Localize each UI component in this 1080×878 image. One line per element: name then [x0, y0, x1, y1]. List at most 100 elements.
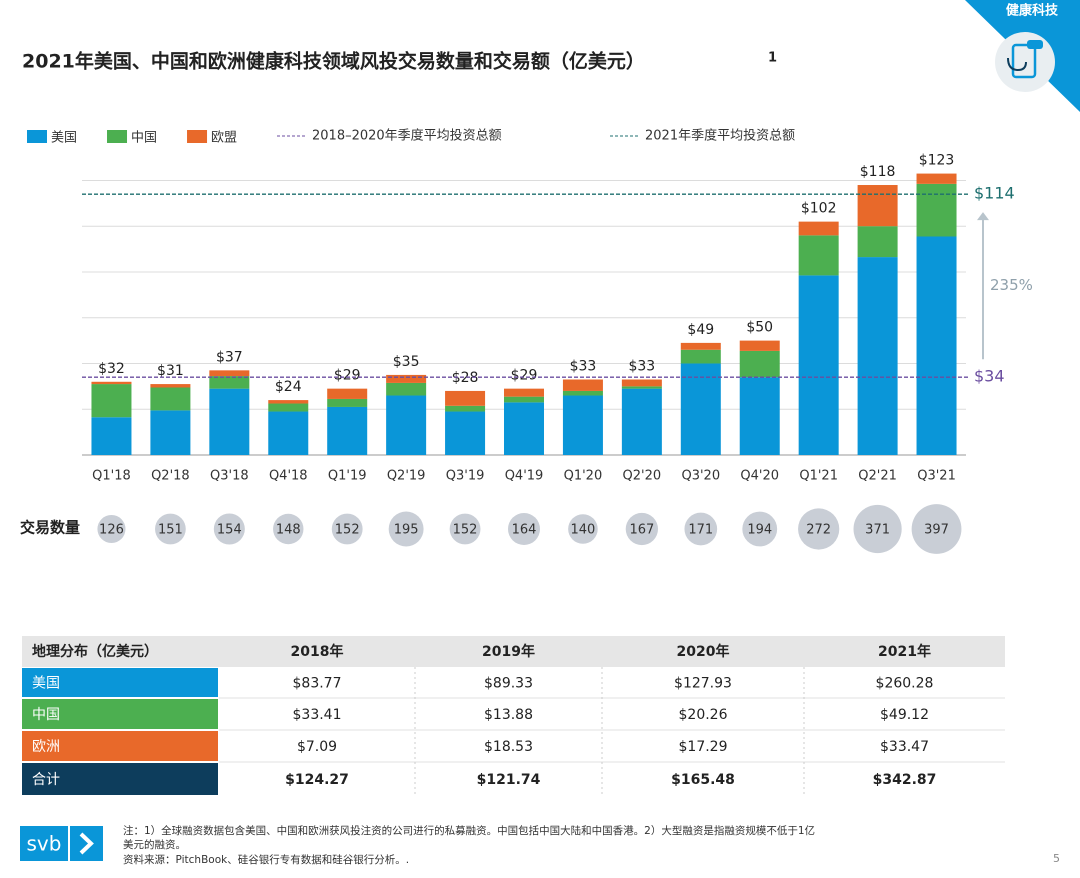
deal-count-label: 371 [865, 523, 890, 538]
table-cell: 中国 [32, 707, 60, 723]
x-tick-label: Q4'19 [505, 469, 544, 484]
table-cell: 欧洲 [32, 739, 60, 755]
bar-segment [150, 387, 191, 411]
bar-segment [268, 403, 309, 412]
deal-count-label: 194 [747, 523, 772, 538]
total-label: $33 [628, 358, 655, 374]
bar-segment [916, 173, 957, 184]
deal-count-label: 126 [99, 523, 124, 538]
deal-count-bubble [911, 504, 962, 554]
title-note: 1 [768, 51, 777, 66]
icon-stethoscope [1007, 57, 1027, 72]
bar-segment [209, 376, 250, 389]
bar-segment [857, 226, 898, 258]
legend-label: 美国 [51, 131, 77, 146]
table-cell: $127.93 [674, 676, 732, 692]
reference-label: $34 [974, 367, 1005, 386]
deal-count-bubble [449, 513, 481, 545]
bar-segment [621, 388, 662, 455]
deal-count-label: 397 [924, 523, 949, 538]
deal-count-label: 154 [217, 523, 242, 538]
table-cell: $33.41 [293, 707, 342, 723]
total-label: $24 [275, 379, 302, 395]
table-cell: $124.27 [285, 772, 349, 788]
table-cell: $342.87 [873, 772, 937, 788]
bar-segment [209, 388, 250, 455]
x-tick-label: Q2'20 [623, 469, 662, 484]
total-label: $118 [860, 164, 896, 180]
bar-segment [798, 221, 839, 236]
chart-title: 2021年美国、中国和欧洲健康科技领域风投交易数量和交易额（亿美元） [22, 50, 645, 73]
deal-count-label: 195 [394, 523, 419, 538]
bar-segment [739, 340, 780, 351]
bar-segment [798, 275, 839, 455]
x-tick-label: Q4'20 [740, 469, 779, 484]
deal-count-bubble [742, 511, 778, 547]
total-label: $32 [98, 361, 125, 377]
icon-bubble [1027, 40, 1043, 49]
deal-count-bubble [625, 512, 659, 546]
deal-count-bubble [331, 513, 363, 545]
bar-segment [445, 390, 486, 406]
bar-segment [150, 384, 191, 388]
bar-segment [562, 395, 603, 455]
bar-segment [91, 384, 132, 418]
deal-count-label: 152 [453, 523, 478, 538]
bar-segment [327, 406, 368, 455]
total-label: $28 [452, 370, 479, 386]
total-label: $33 [570, 358, 597, 374]
section-tag: 健康科技 [1006, 3, 1059, 19]
bar-segment [621, 379, 662, 387]
table-cell: $49.12 [880, 707, 929, 723]
x-tick-label: Q3'21 [917, 469, 956, 484]
table-cell: 美国 [32, 676, 60, 692]
bar-segment [916, 183, 957, 237]
deal-count-bubble [97, 514, 126, 544]
total-label: $123 [919, 153, 955, 169]
x-tick-label: Q2'19 [387, 469, 426, 484]
deal-count-label: 167 [629, 523, 654, 538]
icon-phone [1011, 43, 1037, 79]
deal-count-bubble [213, 513, 245, 545]
total-label: $49 [687, 322, 714, 338]
bar-segment [445, 405, 486, 412]
bar-segment [798, 235, 839, 276]
deal-count-label: 171 [688, 523, 713, 538]
bar-segment [91, 381, 132, 385]
total-label: $50 [746, 320, 773, 336]
bar-segment [504, 388, 544, 397]
total-label: $31 [157, 363, 184, 379]
table-cell: $13.88 [484, 707, 533, 723]
total-label: $37 [216, 349, 243, 365]
bar-segment [386, 382, 427, 396]
legend-swatch [187, 130, 208, 143]
bar-segment [386, 395, 427, 455]
total-label: $29 [334, 368, 361, 384]
deal-count-bubble [798, 508, 840, 550]
table-cell: $18.53 [484, 739, 533, 755]
deal-count-bubble [853, 504, 902, 554]
deal-count-label: 164 [512, 523, 537, 538]
x-tick-label: Q3'19 [446, 469, 485, 484]
bar-segment [680, 342, 721, 350]
bar-segment [857, 257, 898, 455]
table-header-cell: 2019年 [482, 643, 535, 660]
total-label: $35 [393, 354, 420, 370]
table-header-cell: 2021年 [878, 643, 931, 660]
logo-arrow-box [70, 826, 103, 861]
deal-count-bubble [388, 511, 424, 547]
bar-segment [739, 377, 780, 455]
legend-label: 欧盟 [211, 131, 237, 146]
page-number: 5 [1053, 852, 1060, 865]
x-tick-label: Q2'21 [858, 469, 897, 484]
table-header-cell: 2020年 [677, 643, 730, 660]
table-row-label-bg [22, 731, 218, 761]
total-label: $29 [511, 368, 538, 384]
legend-label: 2018–2020年季度平均投资总额 [312, 128, 502, 144]
bar-segment [91, 417, 132, 455]
bar-segment [445, 411, 486, 455]
growth-arrow-head [977, 212, 989, 221]
bar-segment [680, 349, 721, 364]
deal-count-bubble [507, 512, 541, 546]
